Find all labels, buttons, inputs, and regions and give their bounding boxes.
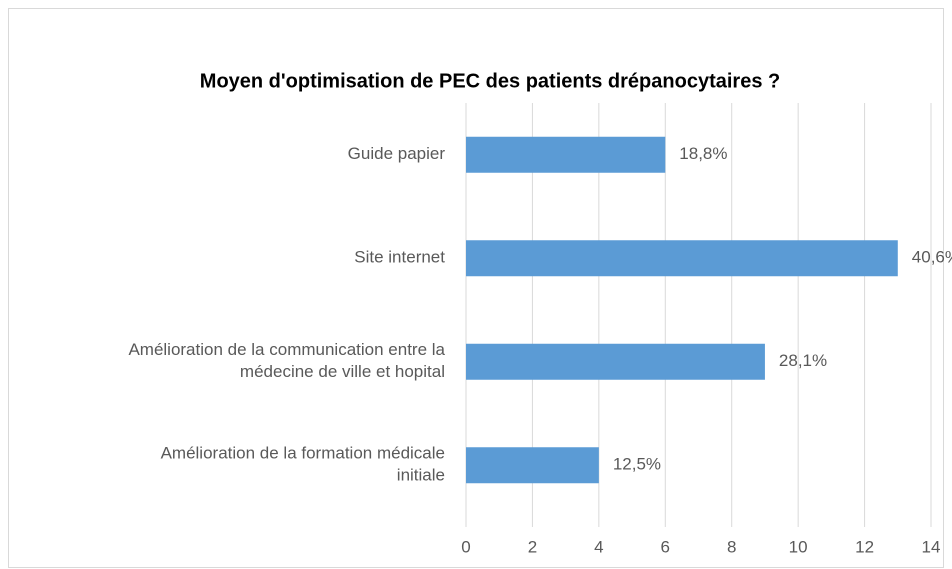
bar [466, 240, 898, 277]
x-tick-label: 12 [855, 537, 874, 556]
y-tick-label: Site internet [354, 248, 445, 267]
data-label: 18,8% [679, 144, 727, 163]
x-tick-label: 0 [461, 537, 470, 556]
bar [466, 136, 666, 173]
chart-border [8, 8, 944, 568]
bar [466, 447, 599, 484]
data-label: 28,1% [779, 351, 827, 370]
data-label: 40,6% [912, 248, 952, 267]
x-tick-label: 6 [661, 537, 670, 556]
x-tick-label: 4 [594, 537, 603, 556]
x-tick-label: 14 [922, 537, 941, 556]
y-tick-label: Guide papier [348, 144, 446, 163]
y-tick-label: Amélioration de la formation médicale in… [161, 444, 445, 485]
x-tick-label: 10 [789, 537, 808, 556]
y-tick-label: Amélioration de la communication entre l… [128, 340, 445, 381]
chart-title: Moyen d'optimisation de PEC des patients… [200, 70, 780, 92]
x-tick-label: 2 [528, 537, 537, 556]
data-label: 12,5% [613, 455, 661, 474]
x-tick-label: 8 [727, 537, 736, 556]
bar [466, 343, 765, 380]
